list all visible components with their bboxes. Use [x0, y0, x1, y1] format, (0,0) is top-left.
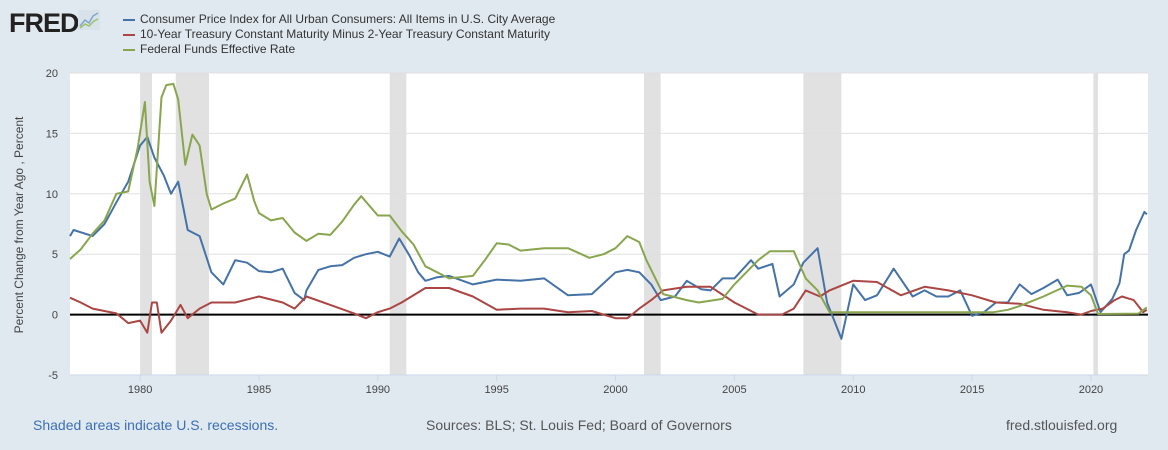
legend-swatch — [123, 18, 135, 21]
sources-text: Sources: BLS; St. Louis Fed; Board of Go… — [426, 417, 732, 433]
plot-area — [70, 73, 1148, 375]
x-tick-label: 2015 — [960, 384, 984, 396]
y-tick-label: 0 — [52, 310, 58, 322]
legend-item-fedfunds[interactable]: Federal Funds Effective Rate — [123, 42, 555, 57]
x-tick-label: 1985 — [247, 384, 271, 396]
y-tick-label: 15 — [46, 128, 58, 140]
y-tick-label: 5 — [52, 249, 58, 261]
fred-chart-icon — [78, 10, 100, 30]
legend: Consumer Price Index for All Urban Consu… — [123, 12, 555, 57]
x-tick-label: 1990 — [366, 384, 390, 396]
legend-swatch — [123, 33, 135, 36]
recession-note-link[interactable]: Shaded areas indicate U.S. recessions. — [33, 417, 279, 433]
legend-label: 10-Year Treasury Constant Maturity Minus… — [140, 27, 550, 41]
recession-band — [644, 73, 661, 375]
fred-logo[interactable]: FRED — [9, 8, 79, 38]
y-tick-label: 10 — [46, 189, 58, 201]
recession-band — [803, 73, 842, 375]
legend-label: Consumer Price Index for All Urban Consu… — [140, 12, 556, 26]
legend-swatch — [123, 48, 135, 51]
legend-item-spread[interactable]: 10-Year Treasury Constant Maturity Minus… — [123, 27, 555, 42]
x-tick-label: 1995 — [484, 384, 508, 396]
recession-band — [389, 73, 407, 375]
legend-item-cpi[interactable]: Consumer Price Index for All Urban Consu… — [123, 12, 555, 27]
legend-label: Federal Funds Effective Rate — [140, 42, 296, 56]
series-line-2 — [69, 82, 1148, 315]
series-line-1 — [69, 279, 1148, 334]
y-tick-label: -5 — [48, 370, 58, 382]
recession-band — [140, 73, 153, 375]
x-tick-label: 1980 — [128, 384, 152, 396]
x-tick-label: 2000 — [603, 384, 627, 396]
x-tick-label: 2005 — [722, 384, 746, 396]
recession-band — [1093, 73, 1099, 375]
y-tick-label: 20 — [46, 68, 58, 80]
x-tick-label: 2020 — [1079, 384, 1103, 396]
fred-url-link[interactable]: fred.stlouisfed.org — [1006, 417, 1118, 433]
x-tick-label: 2010 — [841, 384, 865, 396]
